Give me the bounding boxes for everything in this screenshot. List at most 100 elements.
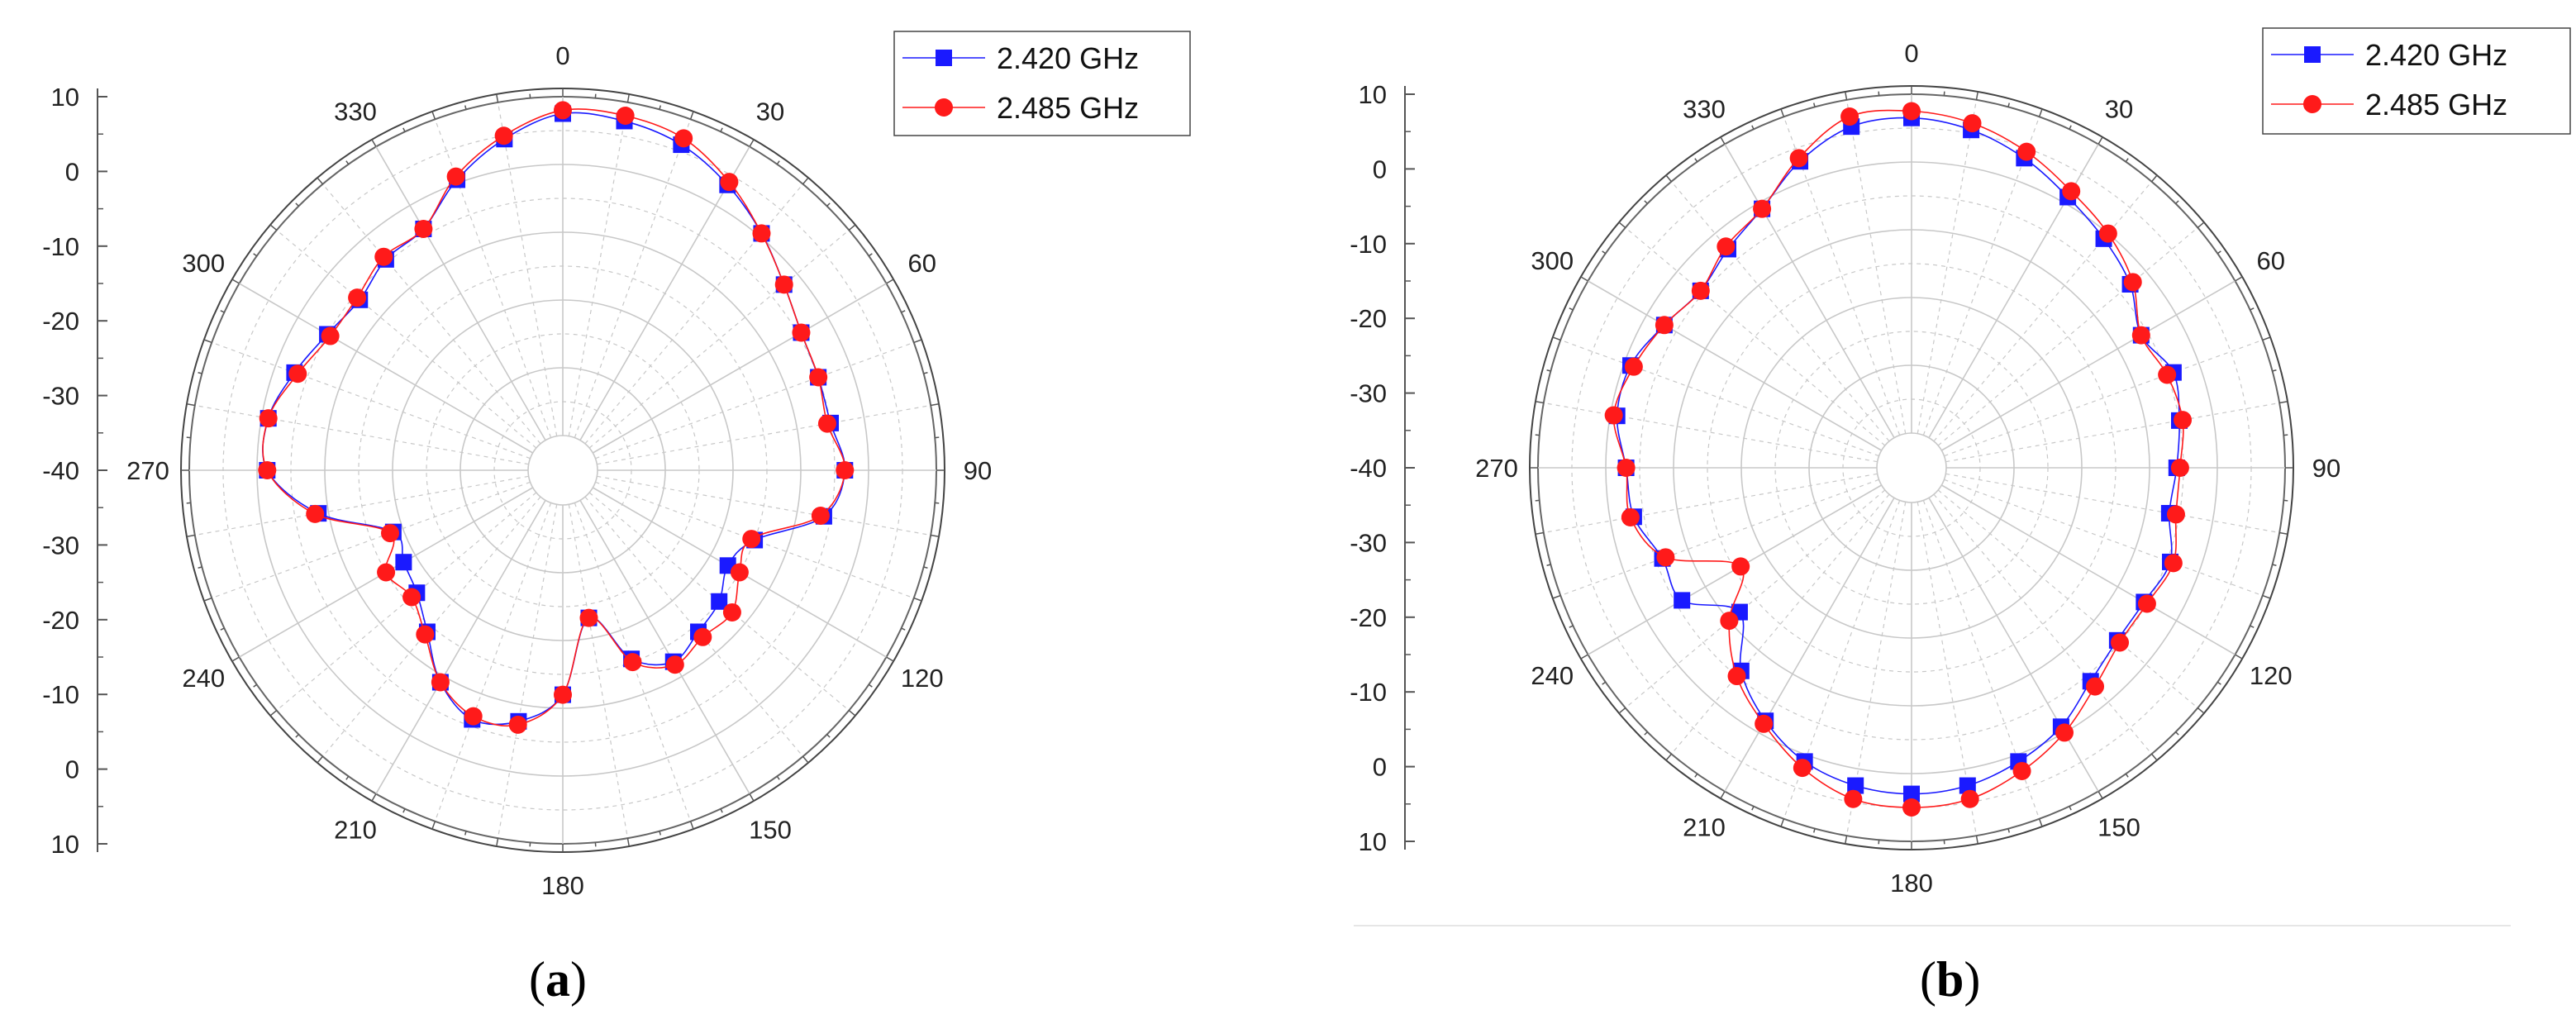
polar-chart-b: 0 30 60 90 120 150 180 210 240 270 300 330 10 0 -10 -2… [1350, 27, 2571, 1007]
outer-tick [2150, 753, 2158, 761]
data-point-square [711, 593, 728, 610]
outer-tick [802, 755, 809, 764]
data-point-circle [1691, 281, 1710, 300]
data-point-circle [579, 608, 598, 627]
outer-tick [913, 339, 922, 344]
outer-tick [253, 683, 258, 688]
angle-label: 90 [2312, 454, 2340, 483]
grid-a: 0 30 60 90 120 150 180 210 240 270 300 330 [126, 41, 992, 900]
outer-tick [1546, 369, 1551, 372]
outer-tick [1535, 401, 1544, 404]
radial-tick-label: -20 [42, 606, 79, 635]
grid-spoke-minor [322, 183, 541, 445]
radial-tick-label: -30 [1350, 528, 1387, 557]
grid-spoke-minor [1671, 181, 1890, 442]
grid-spoke-minor [1543, 402, 1878, 463]
outer-tick [1845, 836, 1848, 845]
radial-tick-label: 10 [1359, 80, 1387, 109]
data-point-circle [1963, 114, 1982, 133]
data-point-circle [2170, 459, 2189, 477]
data-point-circle [720, 173, 739, 192]
data-point-circle [1844, 789, 1863, 808]
grid-spoke-minor [1671, 493, 1890, 755]
data-point-circle [2123, 273, 2142, 292]
legend-label: 2.485 GHz [2365, 88, 2507, 121]
legend-marker-circle [935, 98, 953, 117]
legend-marker-square [2304, 46, 2321, 63]
grid-spoke-minor [1783, 117, 1901, 436]
outer-tick [1720, 136, 1726, 145]
grid-spoke-major [592, 283, 887, 454]
outer-tick [2272, 369, 2277, 372]
grid-spoke-minor [574, 119, 692, 438]
data-point-circle [1731, 557, 1750, 576]
outer-tick [886, 656, 894, 662]
legend-box [893, 31, 1191, 136]
outer-tick [317, 755, 324, 764]
outer-tick [2235, 276, 2243, 282]
outer-tick [1644, 731, 1648, 736]
grid-spoke-minor [212, 481, 531, 599]
data-point-circle [1624, 357, 1643, 376]
angle-label: 0 [1904, 39, 1918, 68]
angle-label: 0 [555, 41, 569, 70]
outer-tick [901, 627, 906, 631]
outer-tick [1602, 250, 1607, 255]
outer-tick [203, 597, 212, 602]
data-point-circle [554, 101, 572, 120]
angle-label: 300 [182, 249, 225, 278]
legend-box [2262, 27, 2571, 135]
radial-tick-label: 0 [1373, 753, 1387, 782]
outer-tick [295, 202, 299, 207]
data-point-circle [693, 627, 712, 646]
outer-tick [2125, 158, 2129, 163]
outer-tick [1780, 818, 1785, 827]
data-point-circle [288, 364, 307, 383]
grid-spoke-minor [584, 183, 803, 445]
data-point-square [1674, 592, 1691, 609]
polar-chart-a: 0 30 60 90 120 150 180 210 240 270 300 330 10 0 -10 -2… [42, 31, 1191, 1007]
data-point-circle [1902, 102, 1921, 121]
outer-tick [317, 177, 324, 185]
angle-label: 210 [334, 816, 377, 845]
data-point-circle [1604, 406, 1623, 425]
data-point-circle [1621, 507, 1640, 526]
grid-spoke-major [1724, 497, 1895, 792]
data-point-circle [416, 625, 435, 644]
outer-tick [689, 821, 694, 830]
outer-tick [2217, 681, 2221, 685]
grid-spoke-minor [1933, 181, 2152, 442]
outer-tick [923, 371, 928, 374]
data-point-circle [377, 563, 396, 582]
outer-tick [1812, 102, 1816, 107]
angle-label: 60 [2257, 246, 2285, 275]
grid-b: 0 30 60 90 120 150 180 210 240 270 300 330 [1475, 39, 2340, 898]
outer-tick [203, 339, 212, 344]
outer-tick [431, 111, 436, 120]
data-point-circle [616, 107, 635, 126]
data-point-circle [2098, 224, 2117, 243]
data-point-square [1847, 777, 1864, 794]
grid-spoke-major [375, 146, 546, 441]
outer-tick [1569, 625, 1574, 628]
angle-label: 120 [901, 664, 944, 693]
panel-caption-b: (b) [1920, 952, 1980, 1007]
grid-spoke-major [1940, 280, 2236, 451]
outer-tick [826, 202, 831, 207]
outer-tick [659, 105, 662, 110]
outer-tick [496, 93, 499, 102]
outer-tick [848, 709, 856, 717]
grid-spoke-major [1724, 144, 1895, 439]
outer-tick [402, 808, 406, 813]
outer-tick [2125, 773, 2129, 778]
grid-spoke-major [1940, 484, 2236, 655]
data-point-square [1959, 777, 1976, 794]
legend-label: 2.485 GHz [997, 91, 1139, 125]
data-point-circle [1720, 612, 1739, 631]
outer-tick [1602, 681, 1607, 685]
data-point-circle [1840, 107, 1859, 126]
outer-tick [269, 709, 278, 717]
grid-spoke-minor [1933, 493, 2152, 755]
angle-label: 150 [2097, 813, 2140, 842]
data-point-circle [1755, 714, 1774, 733]
